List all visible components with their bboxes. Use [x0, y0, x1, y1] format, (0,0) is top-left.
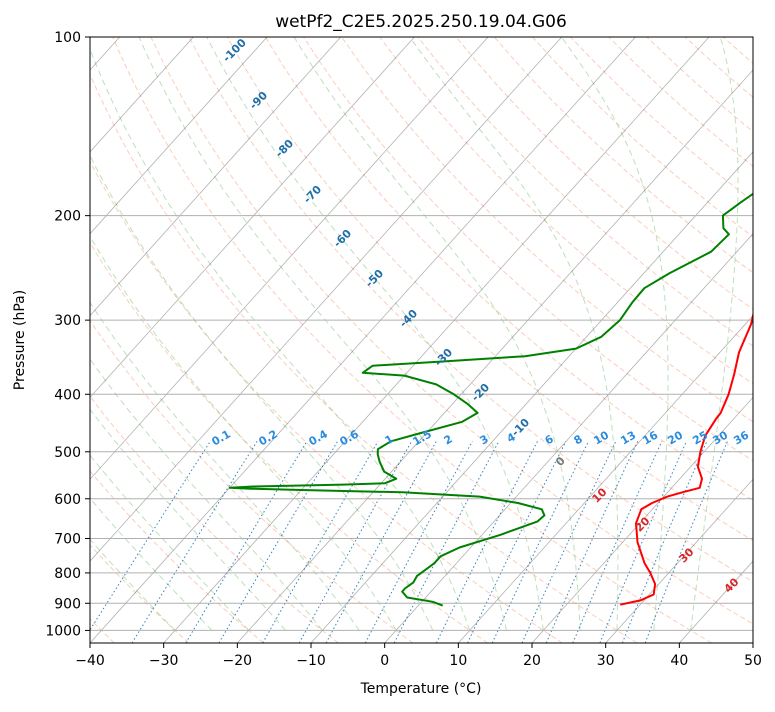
y-tick-label: 300 [54, 313, 81, 329]
x-axis-label: Temperature (°C) [360, 681, 482, 697]
x-tick-label: −20 [223, 653, 253, 669]
x-tick-label: 40 [670, 653, 688, 669]
y-tick-label: 900 [54, 596, 81, 612]
y-tick-label: 1000 [45, 623, 81, 639]
y-tick-label: 200 [54, 209, 81, 225]
x-tick-label: −30 [149, 653, 179, 669]
y-tick-label: 400 [54, 387, 81, 403]
y-tick-label: 700 [54, 532, 81, 548]
x-tick-label: 0 [380, 653, 389, 669]
x-tick-label: 10 [449, 653, 467, 669]
x-tick-label: 20 [523, 653, 541, 669]
x-tick-label: −10 [296, 653, 326, 669]
y-tick-label: 600 [54, 492, 81, 508]
y-tick-label: 100 [54, 30, 81, 46]
x-tick-label: −40 [75, 653, 105, 669]
x-tick-label: 50 [744, 653, 762, 669]
x-tick-label: 30 [597, 653, 615, 669]
y-tick-label: 500 [54, 445, 81, 461]
chart-title: wetPf2_C2E5.2025.250.19.04.G06 [275, 12, 567, 32]
y-axis-label: Pressure (hPa) [12, 290, 28, 390]
y-tick-label: 800 [54, 566, 81, 582]
